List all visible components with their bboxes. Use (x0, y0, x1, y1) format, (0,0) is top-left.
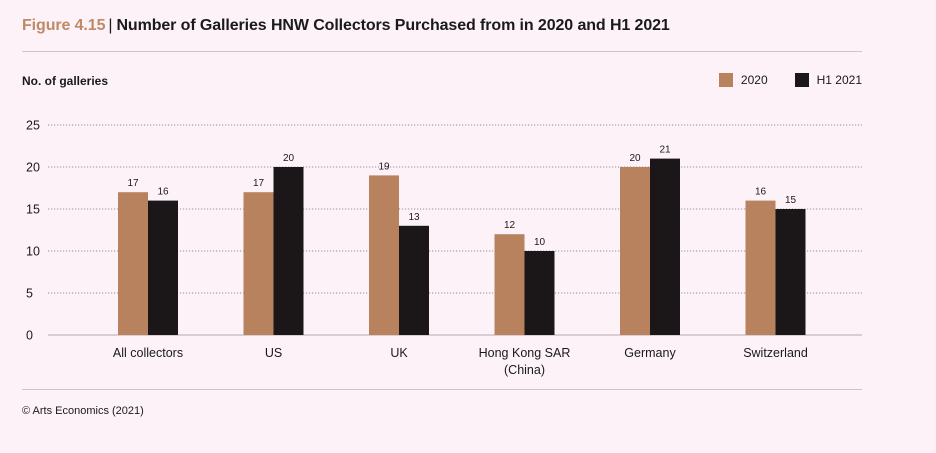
bar-h1-2021-0 (148, 200, 178, 335)
y-tick-label-15: 15 (26, 203, 40, 217)
y-tick-label-10: 10 (26, 245, 40, 259)
bar-h1-2021-3 (524, 251, 555, 335)
data-label-2020-1: 17 (253, 178, 265, 189)
data-label-2020-3: 12 (504, 220, 516, 231)
x-tick-label-3: Hong Kong SAR (479, 346, 571, 360)
bottom-divider (22, 389, 862, 390)
x-tick-label-0: All collectors (113, 346, 183, 360)
bar-2020-2 (369, 175, 399, 335)
legend-label-2020: 2020 (740, 73, 768, 87)
data-label-h1-2021-5: 15 (785, 195, 797, 206)
data-label-h1-2021-3: 10 (534, 237, 546, 248)
x-tick-label-5: Switzerland (743, 346, 808, 360)
data-label-2020-4: 20 (629, 153, 641, 164)
figure-number: Figure 4.15 (22, 17, 106, 34)
title-divider (22, 51, 862, 52)
bar-2020-0 (118, 192, 148, 335)
y-tick-label-5: 5 (26, 287, 33, 301)
legend: 2020 H1 2021 (692, 73, 862, 87)
data-label-2020-0: 17 (127, 178, 139, 189)
x-tick-label-1: US (265, 346, 282, 360)
data-label-2020-2: 19 (378, 161, 390, 172)
data-label-h1-2021-2: 13 (408, 212, 420, 223)
y-tick-label-20: 20 (26, 161, 40, 175)
y-tick-label-25: 25 (26, 119, 40, 133)
data-label-2020-5: 16 (755, 187, 767, 198)
bar-h1-2021-2 (399, 225, 429, 335)
legend-label-h1-2021: H1 2021 (816, 73, 862, 87)
legend-item-2020: 2020 (718, 73, 768, 87)
bar-h1-2021-5 (775, 209, 806, 335)
bar-2020-4 (620, 167, 650, 335)
y-tick-label-0: 0 (26, 329, 33, 343)
bar-2020-3 (494, 234, 525, 335)
y-axis-label: No. of galleries (22, 74, 109, 88)
bar-2020-1 (243, 192, 274, 335)
source-note: © Arts Economics (2021) (22, 405, 144, 417)
x-tick-label-4: Germany (624, 346, 676, 360)
bar-h1-2021-1 (273, 167, 304, 335)
data-label-h1-2021-0: 16 (157, 187, 169, 198)
bar-2020-5 (745, 200, 776, 335)
legend-item-h1-2021: H1 2021 (794, 73, 862, 87)
data-label-h1-2021-4: 21 (659, 145, 671, 156)
x-tick-label-2: UK (390, 346, 408, 360)
legend-swatch-2020 (718, 73, 733, 87)
bar-h1-2021-4 (650, 158, 680, 335)
data-label-h1-2021-1: 20 (283, 153, 295, 164)
figure-title: Figure 4.15 | Number of Galleries HNW Coll… (22, 17, 670, 35)
x-tick-label-3-line2: (China) (504, 363, 545, 377)
title-separator: | (108, 17, 113, 34)
figure-title-text: Number of Galleries HNW Collectors Purch… (116, 17, 670, 34)
legend-swatch-h1-2021 (794, 73, 809, 87)
